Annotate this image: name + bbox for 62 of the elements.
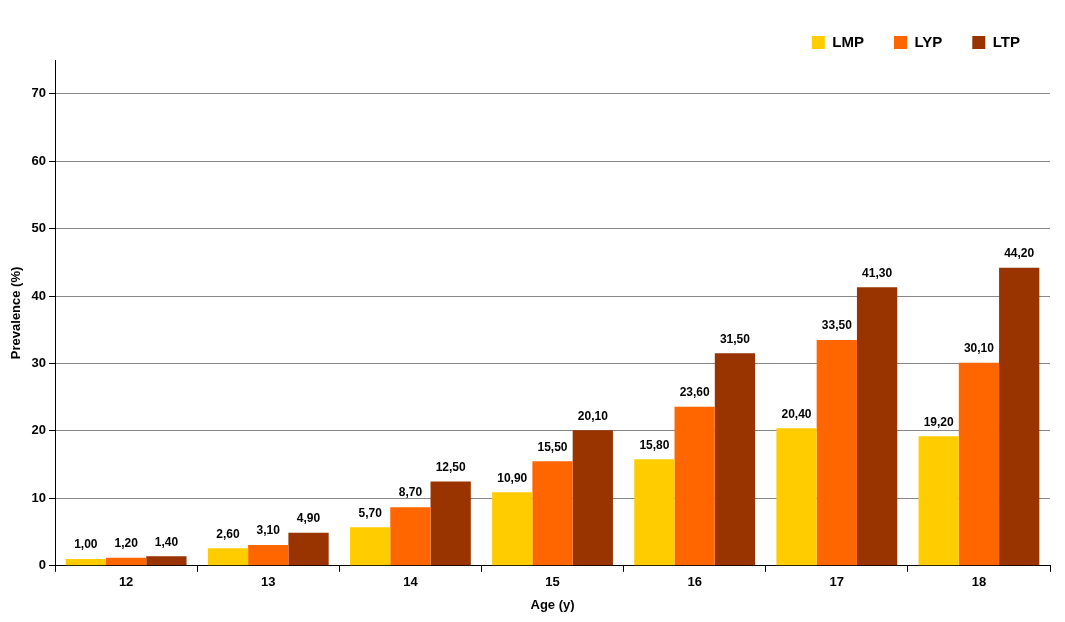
data-label: 10,90 xyxy=(497,470,528,485)
bar xyxy=(816,339,857,566)
bar xyxy=(958,362,1000,566)
y-tick-label: 50 xyxy=(31,220,47,236)
legend-label: LMP xyxy=(832,32,864,50)
data-label: 41,30 xyxy=(862,265,893,280)
data-label: 4,90 xyxy=(296,511,321,526)
bar xyxy=(430,481,471,566)
data-label: 30,10 xyxy=(963,341,995,356)
bar xyxy=(65,559,106,566)
bar xyxy=(105,557,147,566)
x-axis-title: Age (y) xyxy=(530,596,575,612)
bar xyxy=(146,556,187,566)
data-label: 1,40 xyxy=(154,534,179,549)
data-label: 1,20 xyxy=(114,536,139,551)
y-tick-label: 20 xyxy=(31,422,47,438)
data-label: 20,40 xyxy=(781,406,812,421)
x-tick-label: 16 xyxy=(687,574,702,590)
y-tick-label: 30 xyxy=(31,355,47,371)
data-label: 20,10 xyxy=(577,408,609,423)
x-tick-label: 18 xyxy=(971,574,987,590)
data-label: 31,50 xyxy=(719,331,751,346)
data-label: 5,70 xyxy=(358,505,383,520)
bar xyxy=(674,406,715,566)
data-label: 2,60 xyxy=(216,526,240,541)
y-tick-label: 10 xyxy=(31,489,47,505)
data-label: 1,00 xyxy=(74,537,98,552)
data-label: 15,80 xyxy=(639,437,670,452)
bar xyxy=(492,492,533,566)
x-tick-label: 12 xyxy=(118,574,134,590)
y-tick-label: 70 xyxy=(31,85,47,101)
bar xyxy=(856,287,898,566)
y-tick-label: 60 xyxy=(31,152,47,168)
bar xyxy=(390,507,431,566)
bar xyxy=(572,430,613,566)
legend-label: LYP xyxy=(914,32,943,50)
y-tick-label: 0 xyxy=(38,557,47,573)
bar xyxy=(918,436,959,566)
bar xyxy=(714,353,756,566)
legend-label: LTP xyxy=(992,32,1020,50)
y-axis-title: Prevalence (%) xyxy=(8,266,24,360)
x-tick-label: 17 xyxy=(829,574,845,590)
data-label: 44,20 xyxy=(1004,246,1035,261)
bar xyxy=(207,548,249,566)
bar xyxy=(532,461,573,566)
bar xyxy=(248,544,289,566)
x-tick-label: 13 xyxy=(261,574,276,590)
data-label: 8,70 xyxy=(398,485,423,500)
y-tick-label: 40 xyxy=(31,287,47,303)
bar xyxy=(288,532,329,566)
data-label: 23,60 xyxy=(679,384,710,399)
data-label: 19,20 xyxy=(923,414,954,429)
data-label: 15,50 xyxy=(537,439,568,454)
bar xyxy=(999,267,1040,566)
bar xyxy=(776,428,817,566)
data-label: 33,50 xyxy=(821,318,853,333)
x-tick-label: 15 xyxy=(545,574,560,590)
bar xyxy=(634,459,675,566)
bar xyxy=(349,527,391,566)
data-label: 3,10 xyxy=(256,523,281,538)
x-tick-label: 14 xyxy=(403,574,419,590)
data-label: 12,50 xyxy=(435,459,467,474)
